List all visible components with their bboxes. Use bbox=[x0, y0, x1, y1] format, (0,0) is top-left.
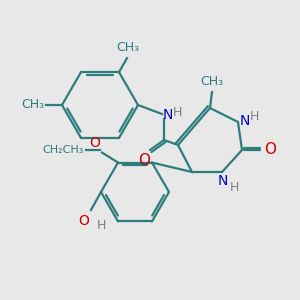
Text: CH₃: CH₃ bbox=[21, 98, 44, 112]
Text: CH₂CH₃: CH₂CH₃ bbox=[43, 145, 84, 154]
Text: CH₃: CH₃ bbox=[116, 41, 140, 54]
Text: N: N bbox=[163, 108, 173, 122]
Text: O: O bbox=[89, 136, 100, 150]
Text: H: H bbox=[230, 181, 239, 194]
Text: CH₃: CH₃ bbox=[200, 75, 224, 88]
Text: O: O bbox=[78, 214, 89, 228]
Text: H: H bbox=[97, 219, 106, 232]
Text: H: H bbox=[250, 110, 260, 124]
Text: N: N bbox=[218, 174, 228, 188]
Text: O: O bbox=[264, 142, 276, 158]
Text: O: O bbox=[138, 153, 150, 168]
Text: H: H bbox=[172, 106, 182, 118]
Text: N: N bbox=[240, 114, 250, 128]
